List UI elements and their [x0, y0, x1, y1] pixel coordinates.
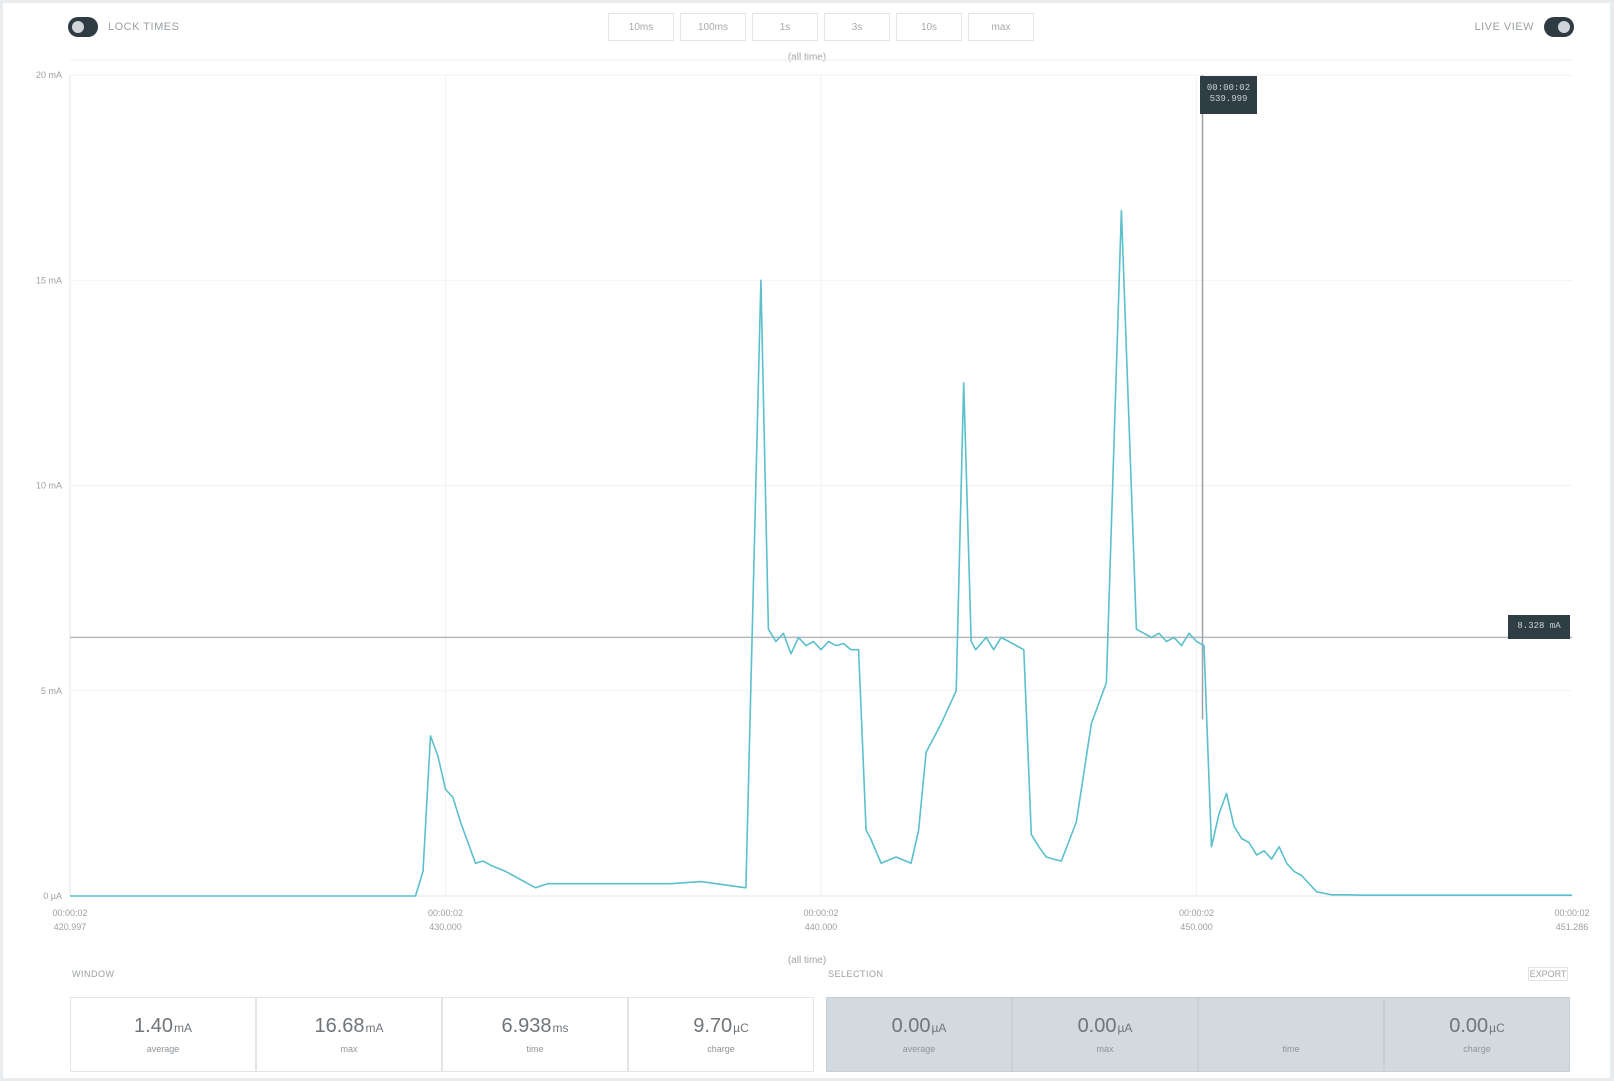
- x-tick-label: 450.000: [1180, 922, 1213, 932]
- cursor-value-marker[interactable]: 8.328 mA: [1508, 615, 1570, 639]
- stat-unit: mA: [173, 1021, 192, 1035]
- zoom-10s-button[interactable]: 10s: [896, 13, 962, 41]
- zoom-3s-button[interactable]: 3s: [824, 13, 890, 41]
- x-tick-label: 420.997: [54, 922, 87, 932]
- stat-label: time: [526, 1044, 544, 1054]
- stat-unit: µA: [931, 1021, 947, 1035]
- y-tick-label: 5 mA: [41, 686, 62, 696]
- selection-time-stat: time: [1198, 997, 1384, 1072]
- zoom-1s-button[interactable]: 1s: [752, 13, 818, 41]
- x-tick-label: 00:00:02: [1179, 908, 1214, 918]
- zoom-max-button[interactable]: max: [968, 13, 1034, 41]
- cursor-time-line2: 539.999: [1209, 94, 1248, 104]
- stat-unit: ms: [552, 1021, 569, 1035]
- window-stats-title: WINDOW: [72, 969, 115, 979]
- selection-max-stat: 0.00µA max: [1012, 997, 1198, 1072]
- x-tick-label: 00:00:02: [1554, 908, 1589, 918]
- export-button[interactable]: EXPORT: [1528, 967, 1568, 981]
- toggle-switch-icon[interactable]: [68, 17, 98, 37]
- x-tick-label: 00:00:02: [52, 908, 87, 918]
- window-duration-bottom: (all time): [787, 955, 827, 966]
- window-stats: 1.40mA average 16.68mA max 6.938ms time …: [70, 997, 814, 1072]
- stat-value: 0.00: [1449, 1015, 1489, 1037]
- y-tick-label: 10 mA: [36, 481, 62, 491]
- stat-label: time: [1282, 1044, 1300, 1054]
- chart-grid: [69, 59, 1572, 897]
- y-tick-label: 15 mA: [36, 275, 62, 285]
- selection-charge-stat: 0.00µC charge: [1384, 997, 1570, 1072]
- stat-value: 16.68: [314, 1015, 365, 1037]
- stat-unit: µA: [1117, 1021, 1133, 1035]
- stat-unit: µC: [733, 1021, 749, 1035]
- x-tick-label: 430.000: [429, 922, 462, 932]
- window-charge-stat: 9.70µC charge: [628, 997, 814, 1072]
- selection-average-stat: 0.00µA average: [826, 997, 1012, 1072]
- y-axis-ticks: 20 mA 15 mA 10 mA 5 mA 0 µA: [36, 70, 62, 901]
- x-axis-ticks: 00:00:02 420.997 00:00:02 430.000 00:00:02 44…: [52, 908, 1589, 932]
- stat-label: charge: [707, 1044, 735, 1054]
- selection-stats-title: SELECTION: [828, 969, 884, 979]
- live-view-label: LIVE VIEW: [1474, 21, 1534, 33]
- y-tick-label: 20 mA: [36, 70, 62, 80]
- stat-unit: mA: [365, 1021, 384, 1035]
- stat-value: 0.00: [891, 1015, 931, 1037]
- zoom-100ms-button[interactable]: 100ms: [680, 13, 746, 41]
- stat-value: 0.00: [1077, 1015, 1117, 1037]
- window-duration-top: (all time): [787, 52, 827, 63]
- window-time-stat: 6.938ms time: [442, 997, 628, 1072]
- zoom-10ms-button[interactable]: 10ms: [608, 13, 674, 41]
- stat-value: 9.70: [693, 1015, 733, 1037]
- stat-label: max: [340, 1044, 358, 1054]
- y-tick-label: 0 µA: [43, 891, 62, 901]
- window-max-stat: 16.68mA max: [256, 997, 442, 1072]
- toggle-switch-icon[interactable]: [1544, 17, 1574, 37]
- zoom-buttons: 10ms 100ms 1s 3s 10s max: [608, 13, 1034, 41]
- stat-value: 6.938: [501, 1015, 552, 1037]
- selection-stats: 0.00µA average 0.00µA max time 0.00µC ch…: [826, 997, 1570, 1072]
- lock-times-toggle[interactable]: LOCK TIMES: [68, 16, 179, 38]
- series-line: [70, 209, 1572, 897]
- stat-label: max: [1096, 1044, 1114, 1054]
- stats-panels: WINDOW 1.40mA average 16.68mA max 6.938m…: [70, 967, 1572, 1073]
- window-average-stat: 1.40mA average: [70, 997, 256, 1072]
- x-tick-label: 440.000: [805, 922, 838, 932]
- live-view-toggle[interactable]: LIVE VIEW: [1474, 16, 1574, 38]
- lock-times-label: LOCK TIMES: [108, 21, 180, 33]
- stat-label: average: [902, 1044, 936, 1054]
- stat-label: charge: [1463, 1044, 1491, 1054]
- stat-label: average: [146, 1044, 180, 1054]
- x-tick-label: 451.286: [1556, 922, 1589, 932]
- x-tick-label: 00:00:02: [803, 908, 838, 918]
- cursor-time-line1: 00:00:02: [1206, 83, 1251, 93]
- cursor-value-text: 8.328 mA: [1517, 621, 1561, 631]
- x-tick-label: 00:00:02: [428, 908, 463, 918]
- stat-unit: µC: [1489, 1021, 1505, 1035]
- cursor-time-marker[interactable]: 00:00:02 539.999: [1200, 76, 1257, 114]
- stat-value: 1.40: [134, 1015, 173, 1037]
